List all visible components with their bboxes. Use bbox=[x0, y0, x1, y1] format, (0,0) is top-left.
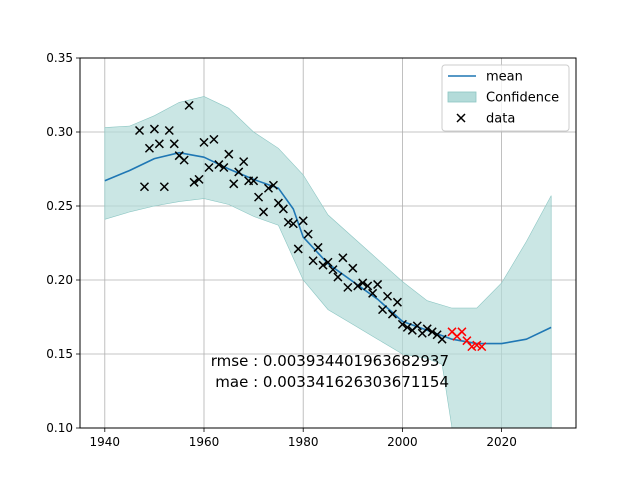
rmse-annotation: rmse : 0.003934401963682937 bbox=[211, 352, 449, 370]
data-point bbox=[402, 322, 412, 332]
data-point bbox=[283, 217, 293, 227]
legend-box bbox=[441, 64, 570, 132]
data-point bbox=[382, 291, 393, 301]
mae-annotation: mae : 0.003341626303671154 bbox=[215, 373, 449, 391]
data-point bbox=[249, 176, 259, 186]
test-point bbox=[472, 340, 482, 350]
data-point bbox=[139, 182, 150, 192]
data-point bbox=[254, 192, 264, 202]
legend-data-label: data bbox=[486, 112, 515, 127]
legend-confidence-label: Confidence bbox=[486, 91, 559, 106]
data-point bbox=[363, 281, 373, 291]
data-point bbox=[234, 167, 244, 177]
legend-confidence-swatch bbox=[447, 91, 477, 103]
y-tick-label: 0.15 bbox=[46, 347, 73, 361]
data-point bbox=[263, 183, 274, 193]
test-point bbox=[457, 327, 467, 337]
data-point bbox=[353, 281, 363, 291]
data-point bbox=[358, 278, 368, 288]
test-points bbox=[447, 327, 487, 352]
data-point bbox=[343, 282, 353, 292]
data-point bbox=[189, 177, 199, 187]
data-point bbox=[239, 157, 249, 167]
x-tick-label: 2000 bbox=[387, 435, 418, 449]
data-point bbox=[303, 229, 313, 239]
data-point bbox=[209, 134, 219, 144]
data-point bbox=[437, 334, 447, 344]
x-tick-label: 1940 bbox=[90, 435, 121, 449]
data-point bbox=[219, 162, 229, 173]
data-point bbox=[184, 100, 194, 110]
data-point bbox=[288, 219, 298, 229]
data-point bbox=[293, 244, 303, 254]
data-point bbox=[328, 265, 338, 275]
y-tick-label: 0.25 bbox=[46, 199, 73, 213]
x-tick-label: 1960 bbox=[189, 435, 220, 449]
data-point bbox=[204, 162, 214, 173]
data-point bbox=[348, 263, 358, 273]
test-point bbox=[477, 342, 487, 352]
data-point bbox=[194, 174, 204, 184]
test-point bbox=[467, 342, 477, 352]
data-point bbox=[392, 297, 402, 307]
data-point bbox=[214, 160, 224, 170]
data-point bbox=[323, 257, 333, 267]
data-point bbox=[427, 327, 437, 337]
data-point bbox=[338, 253, 348, 263]
data-point bbox=[387, 309, 398, 319]
data-point bbox=[169, 139, 179, 149]
data-point bbox=[278, 204, 288, 214]
legend-mean-label: mean bbox=[486, 70, 523, 85]
x-tick-label: 1980 bbox=[288, 435, 319, 449]
data-points bbox=[134, 100, 447, 344]
x-axis-ticks: 1940 1960 1980 2000 2020 bbox=[90, 428, 517, 449]
data-point bbox=[229, 179, 239, 189]
y-tick-label: 0.10 bbox=[46, 421, 73, 435]
data-point bbox=[149, 124, 159, 134]
y-tick-label: 0.30 bbox=[46, 125, 73, 139]
legend: mean Confidence data bbox=[441, 64, 570, 132]
x-tick-label: 2020 bbox=[486, 435, 517, 449]
data-point bbox=[368, 288, 378, 298]
data-point bbox=[154, 139, 164, 149]
y-tick-label: 0.20 bbox=[46, 273, 73, 287]
data-point bbox=[224, 149, 234, 159]
data-point bbox=[308, 256, 318, 266]
y-axis-ticks: 0.10 0.15 0.20 0.25 0.30 0.35 bbox=[46, 51, 80, 435]
data-point bbox=[164, 125, 174, 136]
data-point bbox=[378, 305, 388, 315]
data-point bbox=[159, 182, 169, 192]
data-point bbox=[333, 272, 343, 282]
data-point bbox=[412, 321, 422, 331]
data-point bbox=[397, 319, 407, 329]
data-point bbox=[298, 216, 308, 226]
y-tick-label: 0.35 bbox=[46, 51, 73, 65]
data-point bbox=[144, 143, 154, 153]
data-point bbox=[258, 207, 269, 217]
data-point bbox=[313, 242, 323, 252]
data-point bbox=[422, 324, 432, 334]
legend-data-swatch bbox=[456, 113, 466, 123]
data-point bbox=[134, 125, 145, 136]
axes-frame bbox=[79, 57, 577, 429]
data-point bbox=[268, 180, 278, 190]
data-point bbox=[179, 155, 189, 165]
data-point bbox=[318, 260, 328, 270]
data-point bbox=[373, 279, 383, 289]
data-point bbox=[199, 137, 209, 147]
